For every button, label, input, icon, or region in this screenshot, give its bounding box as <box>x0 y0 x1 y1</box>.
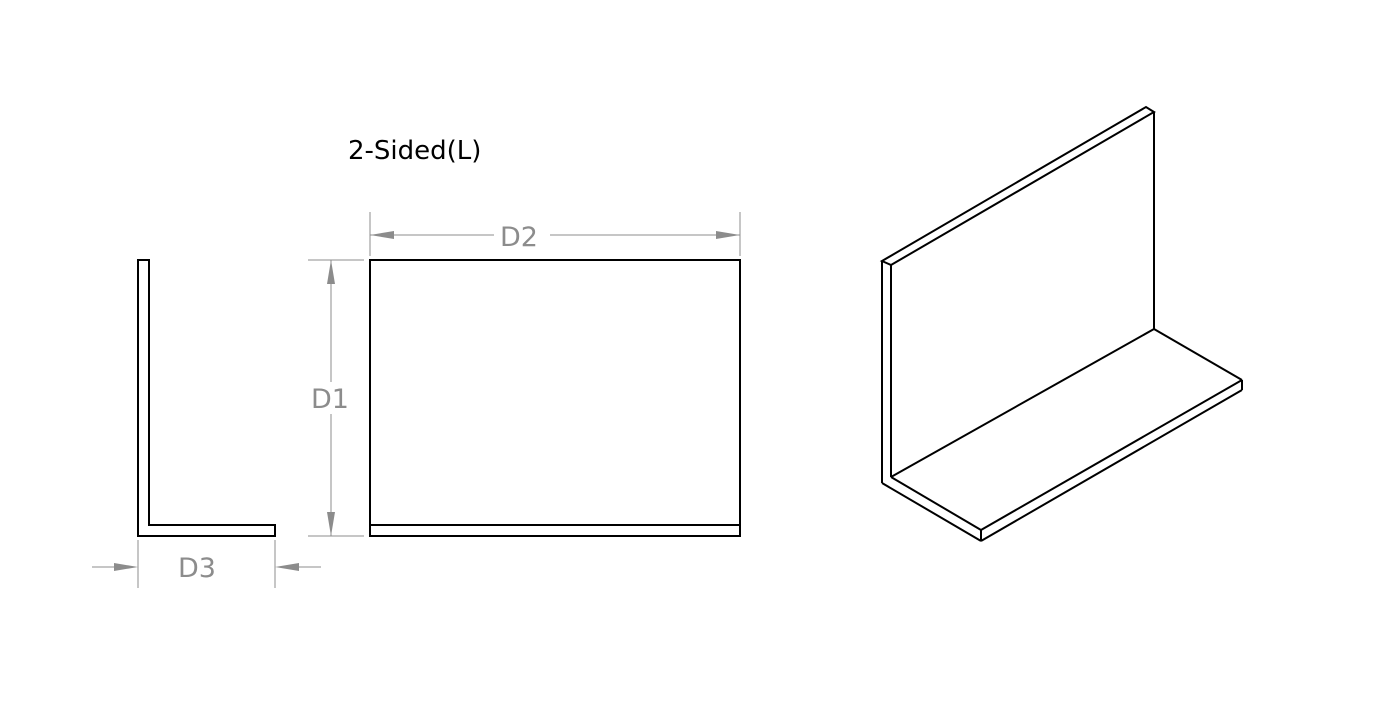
d1-arrow-top <box>327 260 335 284</box>
d2-arrow-right <box>716 231 740 239</box>
dimension-d2: D2 <box>369 212 741 256</box>
iso-top-edge <box>879 105 1156 267</box>
d1-arrow-bottom <box>327 512 335 536</box>
iso-flange-back <box>1153 328 1243 381</box>
d3-label: D3 <box>178 553 216 584</box>
d1-label: D1 <box>311 384 349 415</box>
d3-arrow-left <box>114 563 138 571</box>
iso-inner-corner <box>890 328 1155 478</box>
d2-label: D2 <box>500 222 538 253</box>
iso-flange-top-long <box>980 379 1243 531</box>
d3-arrow-right <box>275 563 299 571</box>
iso-flange-bottom-long <box>980 389 1243 542</box>
iso-flange-top-front <box>890 476 982 531</box>
drawing-title: 2-Sided(L) <box>348 136 481 166</box>
dimension-d1: D1 <box>308 259 364 537</box>
iso-flange-outer-left <box>881 482 982 542</box>
front-view <box>369 259 741 537</box>
side-view-l-profile <box>137 259 276 537</box>
d2-arrow-left <box>370 231 394 239</box>
front-view-outline <box>369 259 741 537</box>
l-profile-outline <box>137 259 276 537</box>
dimension-d3: D3 <box>92 540 321 588</box>
isometric-view <box>879 105 1243 542</box>
